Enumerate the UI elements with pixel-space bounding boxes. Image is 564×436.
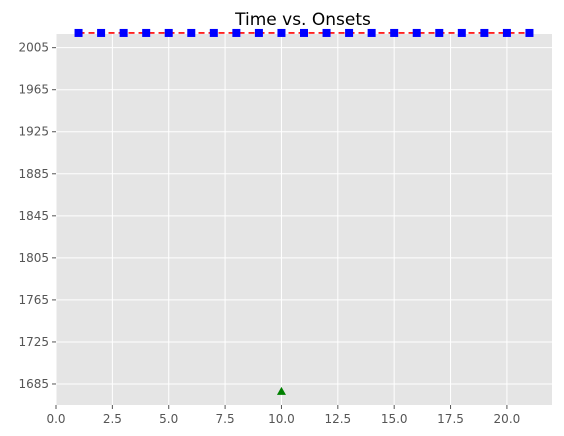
y-tick-label: 1725 [18,335,49,349]
x-axis-ticks: 0.0 2.5 5.0 7.5 10.0 12.5 15.0 17.5 20.0 [46,405,520,426]
data-point-square [345,28,354,37]
data-point-square [232,28,241,37]
data-point-square [300,28,308,37]
data-point-triangle [276,386,286,395]
data-point-square [435,28,444,37]
chart-title: Time vs. Onsets [234,10,371,30]
data-point-square [97,28,106,37]
data-point-square [209,28,218,37]
data-point-square [254,28,263,37]
x-tick-label: 10.0 [268,412,295,426]
y-tick-label: 1685 [18,377,49,391]
x-tick-label: 15.0 [381,412,408,426]
data-point-square [525,28,534,37]
x-tick-label: 5.0 [159,412,178,426]
data-series [74,28,534,395]
y-tick-label: 1765 [18,293,49,307]
x-tick-label: 2.5 [103,412,122,426]
data-point-square [74,28,83,37]
x-tick-label: 12.5 [324,412,351,426]
x-tick-label: 20.0 [494,412,521,426]
x-tick-label: 17.5 [437,412,464,426]
data-point-square [322,28,331,37]
data-point-square [457,28,466,37]
data-point-square [480,28,489,37]
data-point-square [277,28,286,37]
data-point-square [412,28,421,37]
plot-area [56,34,552,405]
y-tick-label: 1925 [18,125,49,139]
y-tick-label: 2005 [18,41,49,55]
y-tick-label: 1845 [18,209,49,223]
data-point-square [142,28,151,37]
y-tick-label: 1805 [18,251,49,265]
data-point-square [367,28,376,37]
y-tick-label: 1965 [18,83,49,97]
y-axis-ticks: 1685 1725 1765 1805 1845 1885 1925 1965 2005 [18,41,56,391]
data-point-square [187,28,196,37]
y-tick-label: 1885 [18,167,49,181]
data-point-square [390,28,399,37]
data-point-square [164,28,173,37]
x-tick-label: 7.5 [216,412,235,426]
grid [55,34,552,405]
data-point-square [502,28,511,37]
data-point-square [119,28,128,37]
x-tick-label: 0.0 [46,412,65,426]
